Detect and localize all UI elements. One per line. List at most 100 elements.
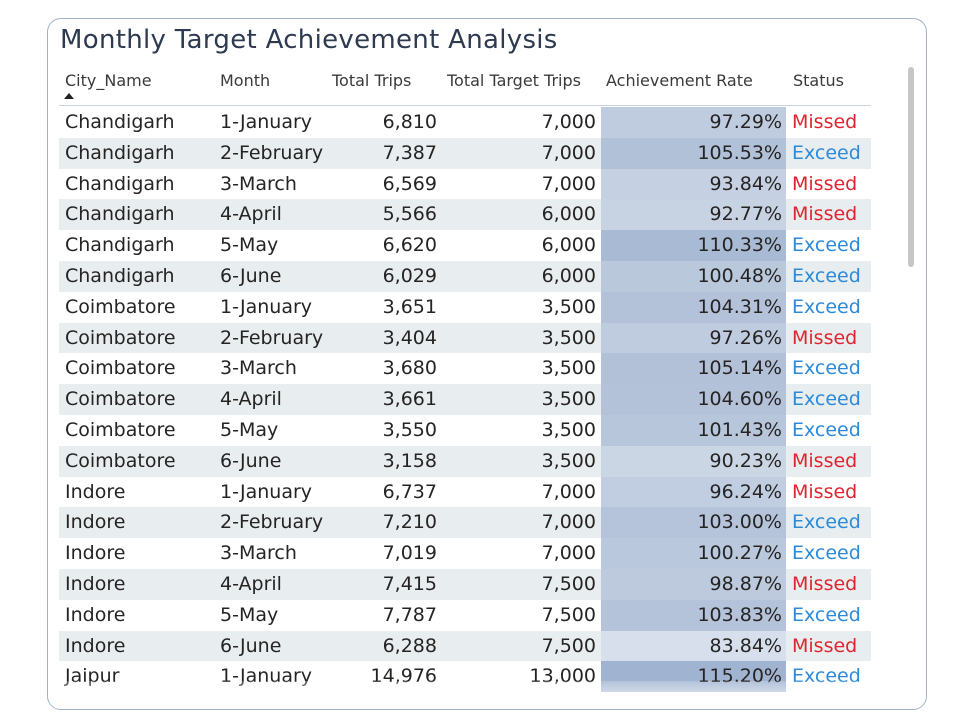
- cell-status: Exceed: [792, 542, 861, 565]
- visual-title: Monthly Target Achievement Analysis: [60, 25, 558, 55]
- cell-month: 3-March: [220, 172, 297, 195]
- table-row[interactable]: Coimbatore 5-May 3,550 3,500 101.43% Exceed: [59, 414, 871, 446]
- cell-total-target-trips: 3,500: [541, 295, 596, 318]
- cell-status: Exceed: [792, 295, 861, 318]
- cell-month: 5-May: [220, 234, 279, 257]
- table-row[interactable]: Chandigarh 4-April 5,566 6,000 92.77% Missed: [59, 199, 871, 231]
- column-header-status[interactable]: Status: [793, 71, 844, 90]
- cell-status: Missed: [792, 172, 858, 195]
- cell-total-target-trips: 7,500: [541, 634, 596, 657]
- cell-status: Exceed: [792, 511, 861, 534]
- cell-total-trips: 5,566: [382, 203, 437, 226]
- table-row[interactable]: Coimbatore 1-January 3,651 3,500 104.31% Exce…: [59, 291, 871, 323]
- cell-total-trips: 3,651: [382, 295, 437, 318]
- cell-achievement-rate: 105.53%: [601, 137, 786, 169]
- cell-month: 2-February: [220, 511, 324, 534]
- cell-city: Chandigarh: [65, 264, 175, 287]
- cell-status: Missed: [792, 480, 858, 503]
- cell-city: Coimbatore: [65, 418, 176, 441]
- table-row[interactable]: Coimbatore 3-March 3,680 3,500 105.14% Exceed: [59, 353, 871, 385]
- cell-month: 5-May: [220, 603, 279, 626]
- cell-achievement-rate: 104.60%: [601, 384, 786, 415]
- data-table: City_Name Month Total Trips Total Target…: [59, 71, 871, 693]
- cell-month: 4-April: [220, 388, 282, 411]
- cell-total-trips: 6,737: [382, 480, 437, 503]
- table-row[interactable]: Chandigarh 3-March 6,569 7,000 93.84% Missed: [59, 168, 871, 200]
- table-row[interactable]: Chandigarh 1-January 6,810 7,000 97.29% Misse…: [59, 107, 871, 138]
- table-row[interactable]: Chandigarh 5-May 6,620 6,000 110.33% Exceed: [59, 230, 871, 261]
- cell-achievement-rate: 104.31%: [601, 291, 786, 323]
- cell-total-trips: 7,210: [382, 511, 437, 534]
- cell-total-trips: 3,680: [382, 357, 437, 380]
- table-header: City_Name Month Total Trips Total Target…: [59, 71, 871, 106]
- cell-total-target-trips: 3,500: [541, 357, 596, 380]
- cell-city: Coimbatore: [65, 449, 176, 472]
- table-row[interactable]: Indore 2-February 7,210 7,000 103.00% Exceed: [59, 507, 871, 539]
- cell-status: Exceed: [792, 141, 861, 164]
- cell-status: Exceed: [792, 234, 861, 257]
- cell-total-target-trips: 3,500: [541, 326, 596, 349]
- cell-total-trips: 6,620: [382, 234, 437, 257]
- cell-month: 4-April: [220, 572, 282, 595]
- table-row[interactable]: Chandigarh 6-June 6,029 6,000 100.48% Exceed: [59, 260, 871, 292]
- cell-total-target-trips: 3,500: [541, 388, 596, 411]
- table-row[interactable]: Indore 4-April 7,415 7,500 98.87% Missed: [59, 568, 871, 600]
- cell-achievement-rate: 90.23%: [601, 445, 786, 477]
- cell-city: Chandigarh: [65, 234, 175, 257]
- cell-total-target-trips: 7,500: [541, 603, 596, 626]
- table-visual: Monthly Target Achievement Analysis City…: [47, 18, 927, 710]
- cell-total-trips: 6,810: [382, 111, 437, 133]
- table-row[interactable]: Coimbatore 6-June 3,158 3,500 90.23% Missed: [59, 445, 871, 477]
- vertical-scrollbar[interactable]: [908, 67, 914, 267]
- cell-achievement-rate: 83.84%: [601, 630, 786, 662]
- cell-total-target-trips: 7,000: [541, 542, 596, 565]
- cell-achievement-rate: 100.27%: [601, 538, 786, 569]
- column-header-achievement-rate[interactable]: Achievement Rate: [606, 71, 753, 90]
- cell-achievement-rate: 96.24%: [601, 476, 786, 508]
- cell-total-trips: 7,019: [382, 542, 437, 565]
- cell-status: Missed: [792, 111, 858, 133]
- cell-city: Indore: [65, 542, 126, 565]
- cell-month: 2-February: [220, 141, 324, 164]
- table-row[interactable]: Indore 3-March 7,019 7,000 100.27% Exceed: [59, 538, 871, 569]
- cell-month: 6-June: [220, 264, 282, 287]
- cell-city: Indore: [65, 511, 126, 534]
- cell-city: Chandigarh: [65, 172, 175, 195]
- cell-city: Coimbatore: [65, 388, 176, 411]
- cell-status: Exceed: [792, 418, 861, 441]
- cell-total-target-trips: 7,500: [541, 572, 596, 595]
- table-row[interactable]: Indore 5-May 7,787 7,500 103.83% Exceed: [59, 599, 871, 631]
- cell-total-trips: 7,415: [382, 572, 437, 595]
- cell-month: 5-May: [220, 418, 279, 441]
- cell-total-target-trips: 6,000: [541, 203, 596, 226]
- column-header-month[interactable]: Month: [220, 71, 271, 90]
- cell-total-target-trips: 6,000: [541, 264, 596, 287]
- cell-city: Chandigarh: [65, 111, 175, 133]
- cell-total-target-trips: 6,000: [541, 234, 596, 257]
- cell-achievement-rate: 103.00%: [601, 507, 786, 539]
- table-row[interactable]: Indore 6-June 6,288 7,500 83.84% Missed: [59, 630, 871, 662]
- cell-month: 6-June: [220, 449, 282, 472]
- column-header-total-trips[interactable]: Total Trips: [332, 71, 412, 90]
- cell-month: 2-February: [220, 326, 324, 349]
- cell-achievement-rate: 103.83%: [601, 599, 786, 631]
- cell-achievement-rate: 97.26%: [601, 322, 786, 354]
- cell-month: 1-January: [220, 295, 313, 318]
- cell-city: Coimbatore: [65, 357, 176, 380]
- cell-status: Missed: [792, 326, 858, 349]
- table-row[interactable]: Chandigarh 2-February 7,387 7,000 105.53% Exc…: [59, 137, 871, 169]
- cell-total-target-trips: 3,500: [541, 418, 596, 441]
- column-header-city[interactable]: City_Name: [65, 71, 152, 90]
- cell-achievement-rate: 101.43%: [601, 414, 786, 446]
- cell-month: 4-April: [220, 203, 282, 226]
- table-body[interactable]: Chandigarh 1-January 6,810 7,000 97.29% Misse…: [59, 107, 871, 709]
- cell-achievement-rate: 110.33%: [601, 230, 786, 261]
- cell-status: Missed: [792, 449, 858, 472]
- table-row[interactable]: Indore 1-January 6,737 7,000 96.24% Missed: [59, 476, 871, 508]
- sort-ascending-icon[interactable]: [64, 93, 74, 99]
- cell-achievement-rate: 105.14%: [601, 353, 786, 385]
- table-row[interactable]: Coimbatore 2-February 3,404 3,500 97.26% Miss…: [59, 322, 871, 354]
- column-header-total-target-trips[interactable]: Total Target Trips: [447, 71, 581, 90]
- cell-month: 3-March: [220, 357, 297, 380]
- table-row[interactable]: Coimbatore 4-April 3,661 3,500 104.60% Exceed: [59, 384, 871, 415]
